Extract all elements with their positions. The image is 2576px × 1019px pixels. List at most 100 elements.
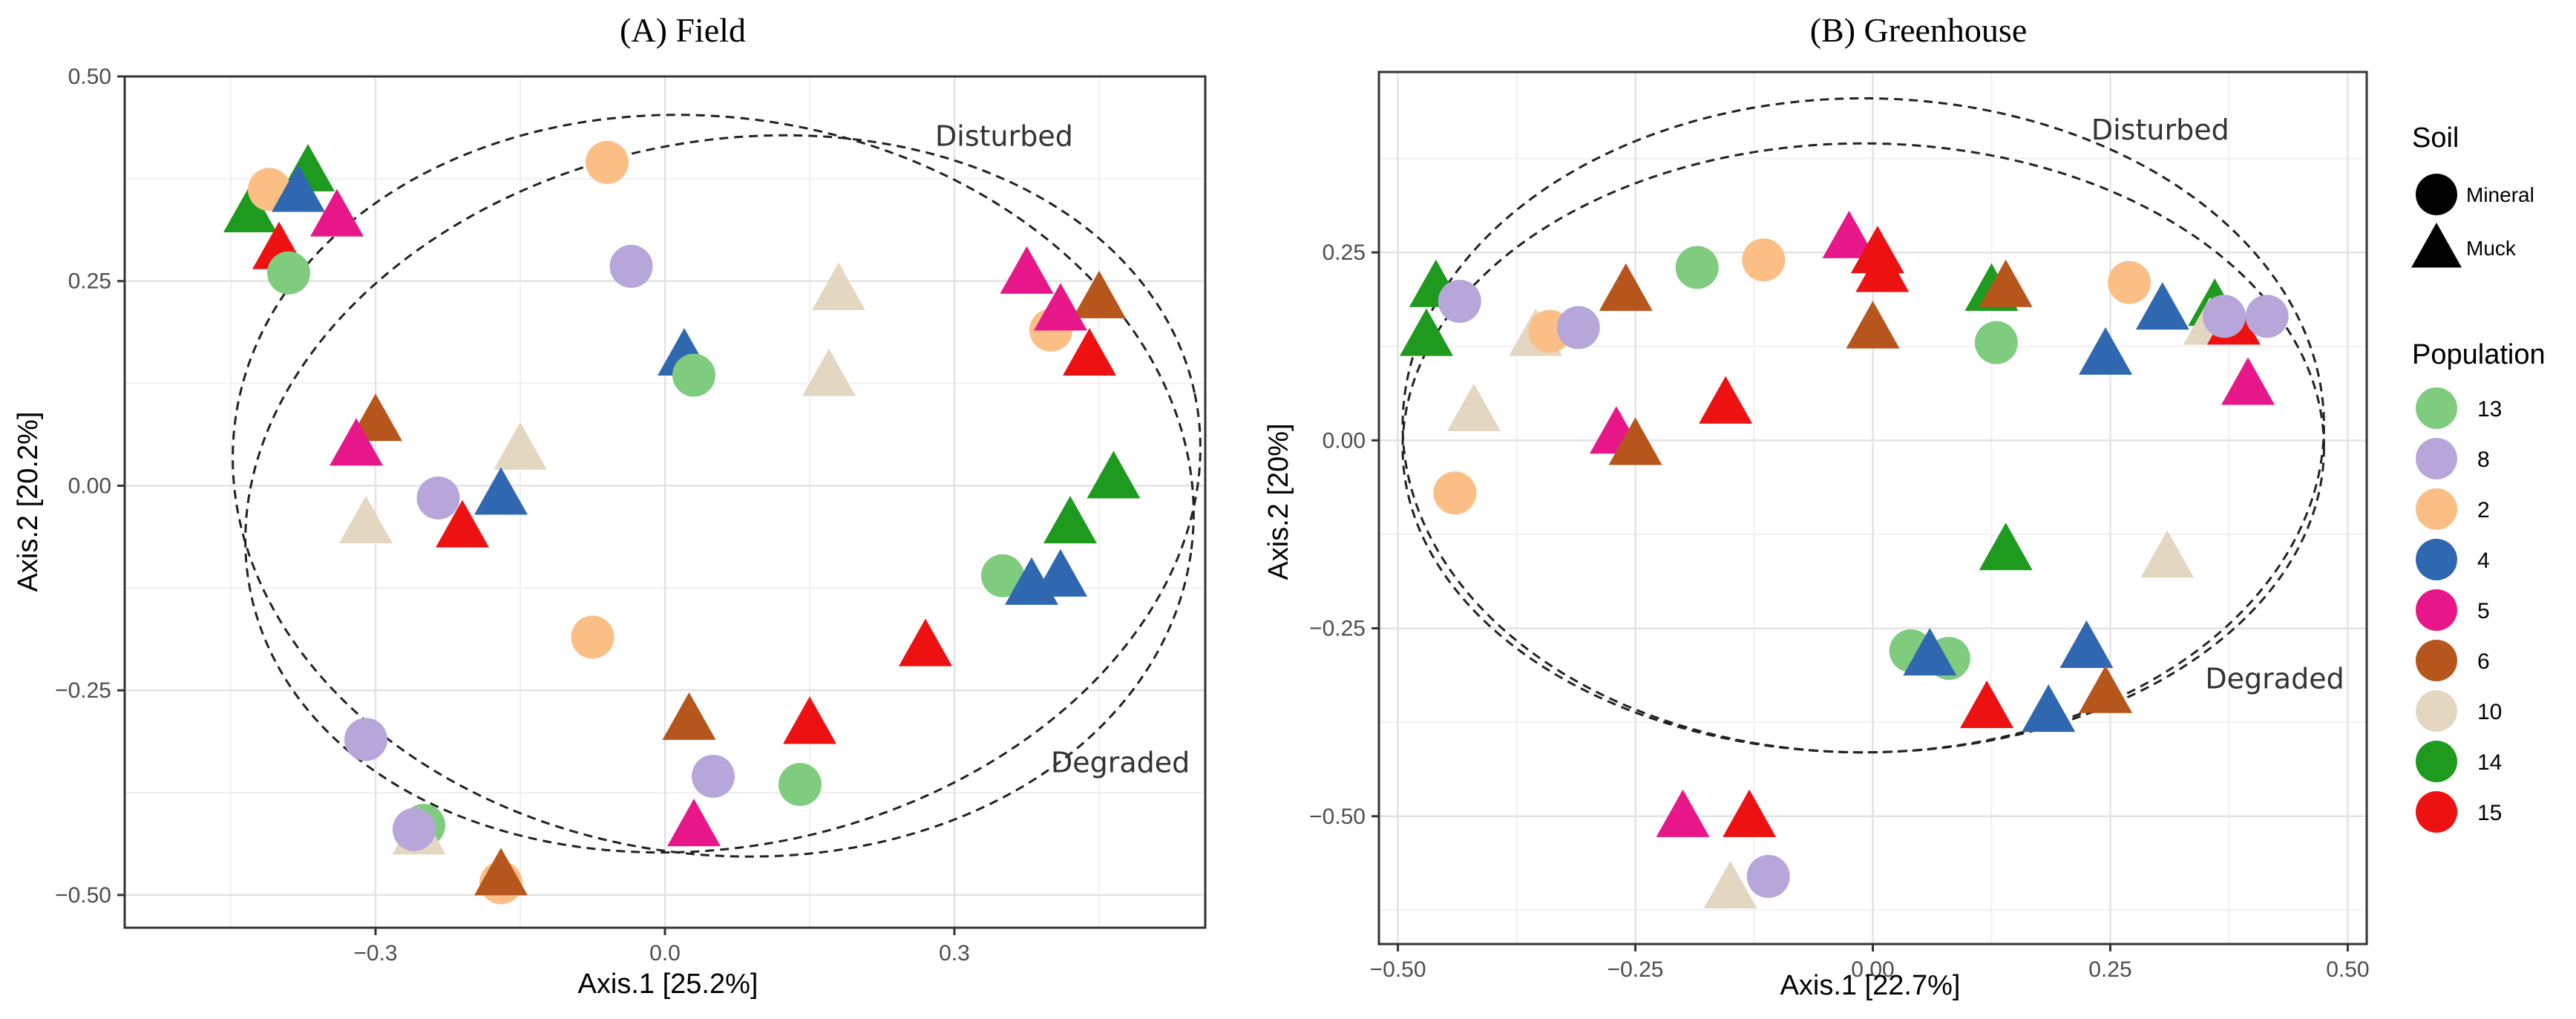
- chart-title: (A) Field: [620, 11, 746, 49]
- legend-label-mineral: Mineral: [2466, 183, 2534, 206]
- point-pop-4-muck: [1903, 628, 1957, 676]
- point-pop-5-muck: [1034, 283, 1087, 331]
- y-tick-label: −0.50: [55, 883, 111, 908]
- point-pop-4-muck: [2079, 327, 2133, 375]
- legend-key-mineral: [2416, 174, 2457, 215]
- point-pop-14-muck: [1399, 308, 1453, 356]
- point-pop-2-mineral: [1742, 238, 1786, 282]
- x-tick-label: 0.0: [649, 941, 681, 966]
- point-pop-15-muck: [1063, 327, 1116, 376]
- point-pop-8-mineral: [393, 807, 436, 851]
- legend-label-pop-15: 15: [2477, 801, 2502, 825]
- point-pop-8-mineral: [1438, 279, 1481, 323]
- point-pop-15-muck: [1960, 680, 2014, 729]
- point-pop-10-muck: [339, 496, 393, 544]
- point-pop-6-muck: [1608, 417, 1662, 465]
- ticks: −0.50 −0.25 0.00 0.25 0.50 −0.50 −0.25 0.00 0.25: [1309, 240, 2370, 982]
- ellipses: [1401, 96, 2325, 754]
- x-tick-label: 0.25: [2088, 957, 2131, 982]
- point-pop-8-mineral: [416, 476, 460, 520]
- legend-key-pop-13: [2416, 387, 2457, 429]
- point-pop-6-muck: [1979, 259, 2033, 307]
- legend-key-pop-15: [2416, 791, 2457, 833]
- x-tick-label: 0.3: [939, 941, 970, 966]
- point-pop-6-muck: [662, 692, 716, 740]
- point-pop-5-muck: [330, 418, 383, 466]
- point-pop-15-muck: [436, 499, 489, 548]
- legend-key-pop-2: [2416, 488, 2457, 530]
- legend-population-items: 13 8 2 4 5 6 10 14 15: [2416, 387, 2502, 833]
- x-tick-label: −0.25: [1607, 957, 1664, 982]
- point-pop-4-muck: [272, 164, 325, 212]
- y-tick-label: 0.25: [1323, 240, 1366, 265]
- legend-label-pop-4: 4: [2477, 548, 2490, 573]
- x-axis-label: Axis.1 [25.2%]: [578, 969, 758, 1000]
- y-tick-label: −0.50: [1309, 805, 1366, 829]
- point-pop-4-muck: [2135, 282, 2189, 330]
- y-tick-label: 0.50: [68, 65, 111, 89]
- annotations: Disturbed Degraded: [935, 120, 1190, 779]
- point-pop-8-mineral: [1746, 854, 1790, 898]
- ellipse-degraded: [244, 134, 1202, 854]
- point-pop-6-muck: [474, 848, 528, 896]
- point-pop-8-mineral: [1556, 306, 1600, 350]
- x-tick-label: 0.50: [2326, 957, 2369, 982]
- y-tick-label: 0.25: [68, 269, 111, 294]
- legend-soil-items: Mineral Muck: [2411, 174, 2534, 268]
- point-pop-2-mineral: [571, 615, 614, 659]
- point-pop-14-muck: [1979, 522, 2033, 571]
- legend-label-pop-10: 10: [2477, 700, 2502, 724]
- point-pop-5-muck: [1822, 210, 1876, 258]
- point-pop-5-muck: [310, 189, 364, 237]
- point-pop-15-muck: [1855, 244, 1910, 292]
- legend-label-pop-2: 2: [2477, 498, 2490, 522]
- annotation-degraded: Degraded: [2205, 663, 2344, 695]
- point-pop-5-muck: [1000, 246, 1054, 294]
- point-pop-6-muck: [1072, 270, 1126, 318]
- y-axis-label: Axis.2 [20%]: [1263, 423, 1294, 580]
- legend-label-muck: Muck: [2466, 237, 2517, 260]
- chart-title: (B) Greenhouse: [1810, 11, 2028, 49]
- legend-key-pop-6: [2416, 640, 2457, 681]
- point-pop-2-mineral: [2108, 261, 2151, 304]
- point-pop-10-muck: [1703, 861, 1757, 909]
- point-pop-10-muck: [1446, 383, 1501, 431]
- ellipse-disturbed: [232, 114, 1195, 858]
- point-pop-10-muck: [812, 262, 865, 310]
- point-pop-10-muck: [2140, 530, 2195, 578]
- point-pop-13-mineral: [1974, 321, 2018, 364]
- annotation-disturbed: Disturbed: [935, 120, 1073, 153]
- point-pop-15-muck: [783, 696, 836, 744]
- point-pop-5-muck: [667, 799, 721, 847]
- legend-label-pop-13: 13: [2477, 397, 2502, 422]
- point-pop-8-mineral: [692, 754, 735, 798]
- point-pop-5-muck: [1656, 789, 1710, 837]
- point-pop-8-mineral: [2245, 295, 2289, 338]
- x-tick-label: −0.50: [1370, 957, 1426, 982]
- legend-label-pop-5: 5: [2477, 599, 2490, 623]
- y-tick-label: 0.00: [68, 474, 111, 498]
- legend-key-pop-8: [2416, 438, 2457, 479]
- ellipses: [232, 114, 1202, 858]
- point-pop-10-muck: [494, 422, 547, 470]
- ellipse-degraded: [1401, 142, 2325, 754]
- legend-key-muck: [2411, 223, 2462, 268]
- point-pop-13-mineral: [981, 554, 1024, 597]
- point-pop-14-muck: [1043, 496, 1097, 544]
- ticks: −0.3 0.0 0.3 −0.50 −0.25 0.00 0.25 0.50: [55, 65, 970, 966]
- point-pop-5-muck: [2221, 357, 2275, 405]
- x-tick-label: 0.00: [1851, 957, 1894, 982]
- point-pop-4-muck: [1034, 548, 1087, 597]
- y-tick-label: −0.25: [55, 678, 111, 703]
- point-pop-15-muck: [1699, 376, 1753, 424]
- point-pop-6-muck: [1599, 263, 1653, 311]
- legend-key-pop-10: [2416, 690, 2457, 732]
- point-pop-8-mineral: [344, 718, 387, 761]
- legend-soil-title: Soil: [2412, 122, 2459, 154]
- point-pop-15-muck: [899, 618, 952, 666]
- point-pop-10-muck: [802, 348, 856, 396]
- point-pop-2-mineral: [1433, 471, 1477, 515]
